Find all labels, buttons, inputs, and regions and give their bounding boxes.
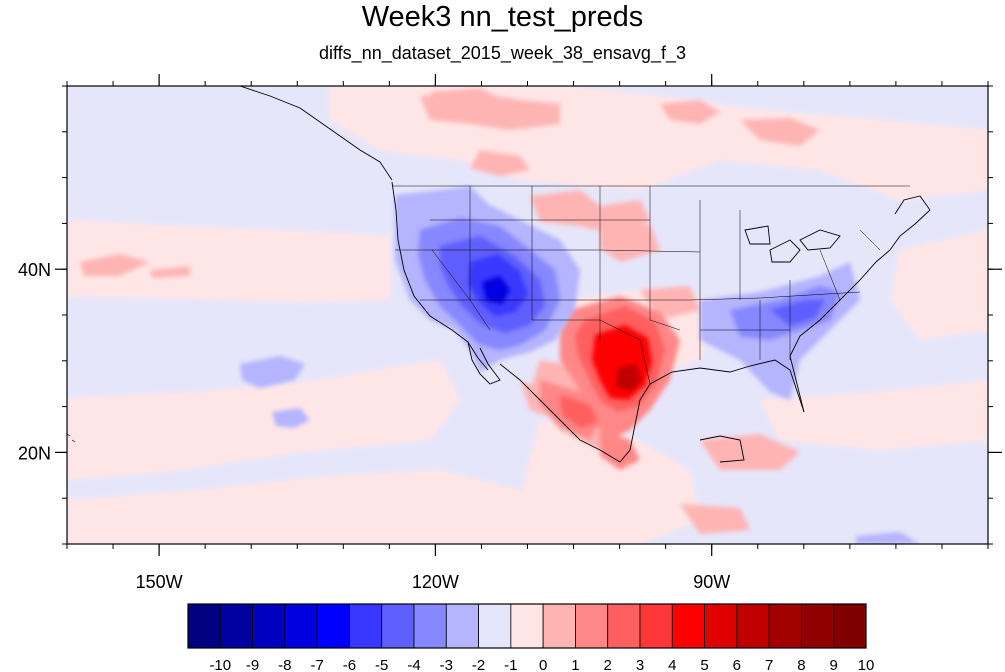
colorbar-label: 5 <box>700 657 708 672</box>
colorbar-label: -6 <box>343 657 356 672</box>
colorbar-label: 9 <box>830 657 838 672</box>
colorbar-swatch <box>413 603 447 649</box>
colorbar-swatch <box>671 603 705 649</box>
colorbar-label: 1 <box>571 657 579 672</box>
colorbar-swatch <box>349 603 383 649</box>
y-axis-ticks: 20N 40N <box>18 85 1002 545</box>
colorbar-swatch <box>542 603 576 649</box>
map-title: Week3 nn_test_preds <box>361 1 644 33</box>
colorbar-swatch <box>575 603 609 649</box>
colorbar-label: -2 <box>472 657 485 672</box>
colorbar-swatch <box>833 603 867 649</box>
colorbar-swatch <box>736 603 770 649</box>
colorbar-swatch <box>445 603 479 649</box>
colorbar-label: 0 <box>539 657 547 672</box>
colorbar-label: -4 <box>407 657 420 672</box>
colorbar-label: -10 <box>209 657 231 672</box>
colorbar-label: -3 <box>440 657 453 672</box>
map-subtitle: diffs_nn_dataset_2015_week_38_ensavg_f_3 <box>319 43 686 63</box>
colorbar-label: 6 <box>733 657 741 672</box>
y-tick-label: 40N <box>18 260 51 280</box>
colorbar-swatch <box>219 603 253 649</box>
colorbar-label: 10 <box>858 657 875 672</box>
colorbar-swatch <box>801 603 835 649</box>
colorbar-label: -1 <box>504 657 517 672</box>
colorbar-label: 2 <box>604 657 612 672</box>
colorbar-swatch <box>704 603 738 649</box>
colorbar-swatch <box>252 603 286 649</box>
colorbar-swatch <box>510 603 544 649</box>
colorbar-swatch <box>768 603 802 649</box>
y-tick-label: 20N <box>18 443 51 463</box>
x-tick-label: 150W <box>136 572 183 592</box>
colorbar-label: 3 <box>636 657 644 672</box>
colorbar-label: -8 <box>278 657 291 672</box>
colorbar-swatch <box>639 603 673 649</box>
colorbar-swatch <box>381 603 415 649</box>
colorbar-frame <box>187 603 867 649</box>
colorbar-label: 8 <box>797 657 805 672</box>
colorbar-label: 4 <box>668 657 676 672</box>
colorbar-label: -5 <box>375 657 388 672</box>
colorbar-swatch <box>607 603 641 649</box>
colorbar: -10 -9 -8 -7 -6 -5 -4 -3 -2 -1 0 1 2 3 4 5 6 7 8 9 10 <box>187 603 875 672</box>
anomaly-field <box>67 86 988 544</box>
colorbar-label: -9 <box>246 657 259 672</box>
colorbar-swatch <box>284 603 318 649</box>
colorbar-swatch <box>316 603 350 649</box>
colorbar-label: -7 <box>310 657 323 672</box>
coastlines <box>239 86 931 463</box>
x-tick-label: 120W <box>412 572 459 592</box>
x-axis-ticks: 150W 120W 90W <box>66 74 989 592</box>
colorbar-swatch <box>187 603 221 649</box>
x-tick-label: 90W <box>693 572 730 592</box>
state-borders <box>392 185 910 385</box>
colorbar-label: 7 <box>765 657 773 672</box>
colorbar-swatch <box>478 603 512 649</box>
